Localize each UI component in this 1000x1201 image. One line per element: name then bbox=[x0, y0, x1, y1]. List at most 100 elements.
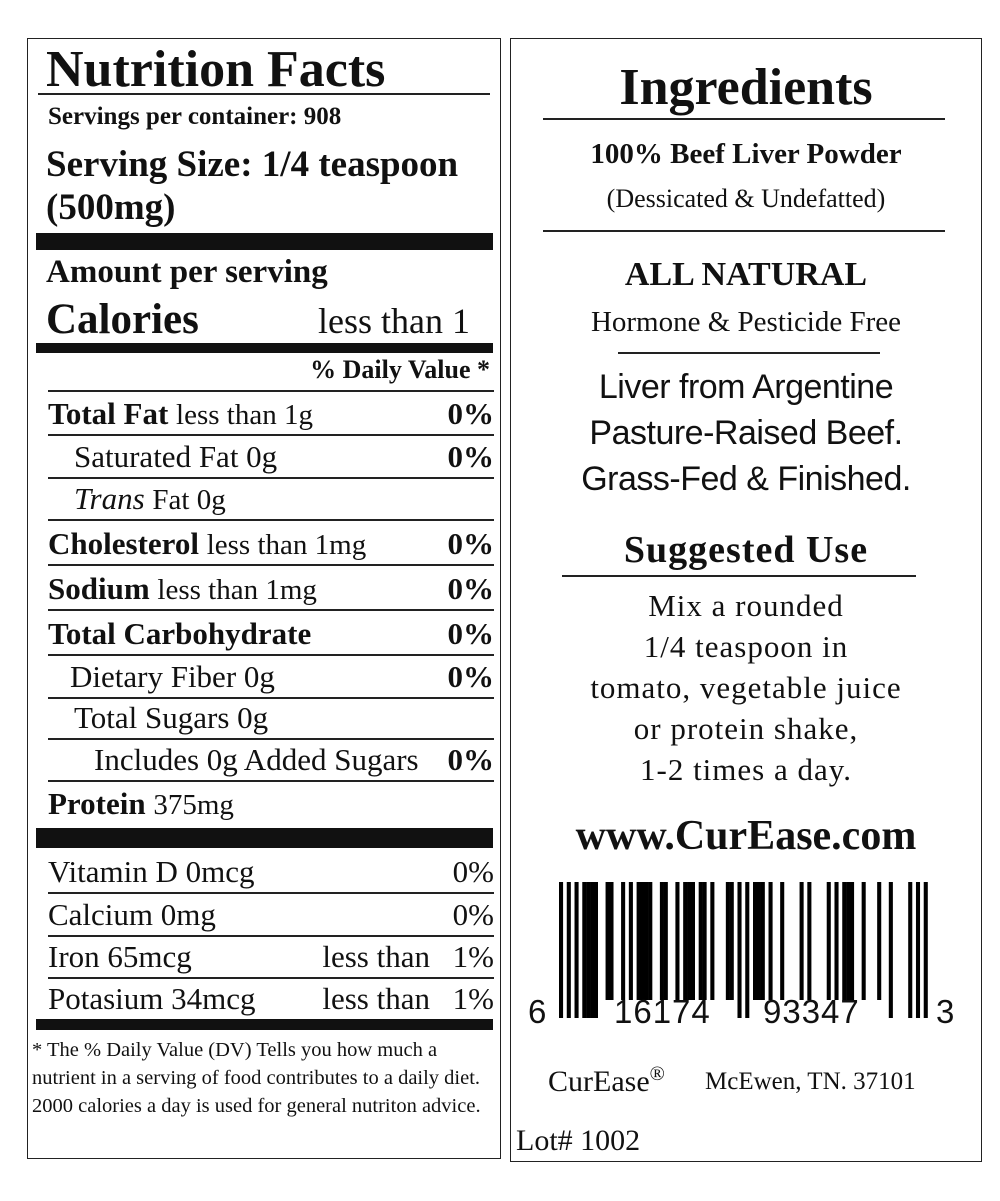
nutrient-name: Sodium bbox=[48, 571, 150, 606]
nutrient-label: Trans Fat 0g bbox=[74, 481, 226, 517]
nutrient-name: Dietary Fiber 0g bbox=[70, 659, 275, 694]
barcode-bar bbox=[923, 882, 928, 1018]
nutrient-daily-value: 0% bbox=[447, 439, 495, 474]
lot-number: Lot# 1002 bbox=[516, 1124, 641, 1157]
divider bbox=[543, 230, 945, 232]
barcode-bar bbox=[582, 882, 587, 1018]
barcode-bar bbox=[621, 882, 626, 1000]
barcode-bar bbox=[753, 882, 758, 1000]
registered-mark: ® bbox=[649, 1063, 665, 1085]
barcode-bar bbox=[780, 882, 785, 1000]
vitamin-daily-value: 1% bbox=[452, 939, 494, 974]
nutrient-amount: 375mg bbox=[153, 789, 234, 821]
servings-per-container: Servings per container: 908 bbox=[48, 103, 342, 130]
barcode-bar bbox=[687, 882, 692, 1000]
ingredients-panel bbox=[510, 38, 982, 1162]
nutrient-name: Protein bbox=[48, 786, 146, 821]
barcode-bar bbox=[745, 882, 750, 1018]
nutrient-label: Dietary Fiber 0g bbox=[70, 659, 275, 695]
barcode-bar bbox=[659, 882, 664, 1000]
website-link[interactable]: www.CurEase.com bbox=[575, 813, 917, 859]
barcode-bar bbox=[807, 882, 812, 1000]
nutrient-name: Trans bbox=[74, 481, 145, 516]
barcode-bar bbox=[915, 882, 921, 1018]
nutrient-amount: less than 1mg bbox=[157, 574, 317, 606]
barcode-left-digits: 16174 bbox=[614, 993, 711, 1030]
calories-value: less than 1 bbox=[318, 301, 470, 341]
barcode-bar bbox=[559, 882, 564, 1018]
barcode-bar bbox=[826, 882, 831, 1000]
thick-divider bbox=[36, 828, 493, 848]
nutrient-name: Saturated Fat 0g bbox=[74, 439, 278, 474]
nutrient-amount: less than 1g bbox=[176, 399, 313, 431]
barcode-bar bbox=[710, 882, 715, 1000]
nutrient-name: Total Fat bbox=[48, 396, 169, 431]
barcode-bar bbox=[640, 882, 645, 1000]
barcode-bar bbox=[644, 882, 649, 1000]
vitamin-row: Vitamin D 0mcg 0% bbox=[48, 848, 494, 892]
daily-value-header: % Daily Value * bbox=[310, 355, 490, 384]
nutrient-row: Protein 375mg bbox=[48, 780, 494, 824]
vitamin-daily-value: 0% bbox=[452, 854, 494, 889]
daily-value-footnote: * The % Daily Value (DV) Tells you how m… bbox=[32, 1039, 481, 1117]
barcode bbox=[559, 882, 928, 1018]
origin-line-3: Grass-Fed & Finished. bbox=[581, 460, 911, 498]
barcode-bar bbox=[702, 882, 707, 1000]
barcode-bar bbox=[842, 882, 847, 1000]
barcode-bar bbox=[756, 882, 761, 1000]
nutrition-facts-panel bbox=[27, 38, 501, 1159]
suggested-use-title: Suggested Use bbox=[623, 529, 869, 571]
divider bbox=[618, 352, 880, 354]
nutrient-daily-value: 0% bbox=[447, 526, 495, 561]
barcode-bar bbox=[566, 882, 571, 1018]
address: McEwen, TN. 37101 bbox=[705, 1068, 916, 1095]
ingredients-title: Ingredients bbox=[619, 59, 873, 116]
nutrient-daily-value: 0% bbox=[447, 659, 495, 694]
thick-divider bbox=[36, 1019, 493, 1030]
vitamin-daily-value: 0% bbox=[452, 897, 494, 932]
nutrient-row: Cholesterol less than 1mg 0% bbox=[48, 519, 494, 564]
barcode-bar bbox=[648, 882, 653, 1000]
barcode-bar bbox=[737, 882, 742, 1018]
barcode-bar bbox=[729, 882, 734, 1000]
barcode-bar bbox=[846, 882, 851, 1000]
vitamin-row: Iron 65mcg less than 1% bbox=[48, 935, 494, 977]
serving-size: Serving Size: 1/4 teaspoon bbox=[46, 144, 459, 185]
medium-divider bbox=[36, 343, 493, 353]
product-name: 100% Beef Liver Powder bbox=[590, 138, 902, 170]
barcode-bar bbox=[663, 882, 668, 1000]
nutrient-name: Includes 0g Added Sugars bbox=[94, 742, 419, 777]
vitamin-daily-value: 1% bbox=[452, 981, 494, 1016]
nutrition-title: Nutrition Facts bbox=[46, 41, 386, 98]
vitamin-row: Potasium 34mcg less than 1% bbox=[48, 977, 494, 1019]
nutrient-label: Total Sugars 0g bbox=[74, 700, 268, 736]
barcode-bar bbox=[675, 882, 680, 1000]
nutrient-row: Includes 0g Added Sugars 0% bbox=[48, 738, 494, 780]
barcode-bar bbox=[609, 882, 614, 1000]
vitamin-label: Iron 65mcg bbox=[48, 939, 192, 974]
nutrient-amount: less than 1mg bbox=[206, 529, 367, 561]
suggested-use-text: Mix a rounded 1/4 teaspoon in tomato, vege… bbox=[510, 585, 982, 790]
suggested-use-line: Mix a rounded bbox=[648, 588, 844, 623]
nutrient-label: Total Fat less than 1g bbox=[48, 396, 313, 432]
nutrient-row: Saturated Fat 0g 0% bbox=[48, 434, 494, 477]
barcode-bar bbox=[574, 882, 579, 1018]
thick-divider bbox=[36, 233, 493, 250]
barcode-first-digit: 6 bbox=[528, 993, 547, 1030]
barcode-bar bbox=[690, 882, 695, 1000]
vitamin-label: Calcium 0mg bbox=[48, 897, 216, 932]
vitamin-qualifier: less than bbox=[322, 981, 430, 1016]
barcode-bar bbox=[725, 882, 730, 1000]
nutrient-daily-value: 0% bbox=[447, 571, 495, 606]
barcode-bar bbox=[628, 882, 633, 1000]
barcode-bar bbox=[586, 882, 591, 1018]
suggested-use-line: or protein shake, bbox=[633, 711, 859, 746]
brand-name: CurEase® bbox=[548, 1063, 665, 1099]
nutrient-row: Total Sugars 0g bbox=[48, 697, 494, 738]
nutrient-row: Dietary Fiber 0g 0% bbox=[48, 654, 494, 697]
nutrient-row: Trans Fat 0g bbox=[48, 477, 494, 519]
suggested-use-line: 1/4 teaspoon in bbox=[643, 629, 849, 664]
vitamin-label: Vitamin D 0mcg bbox=[48, 854, 255, 889]
nutrient-name: Total Sugars 0g bbox=[74, 700, 269, 735]
